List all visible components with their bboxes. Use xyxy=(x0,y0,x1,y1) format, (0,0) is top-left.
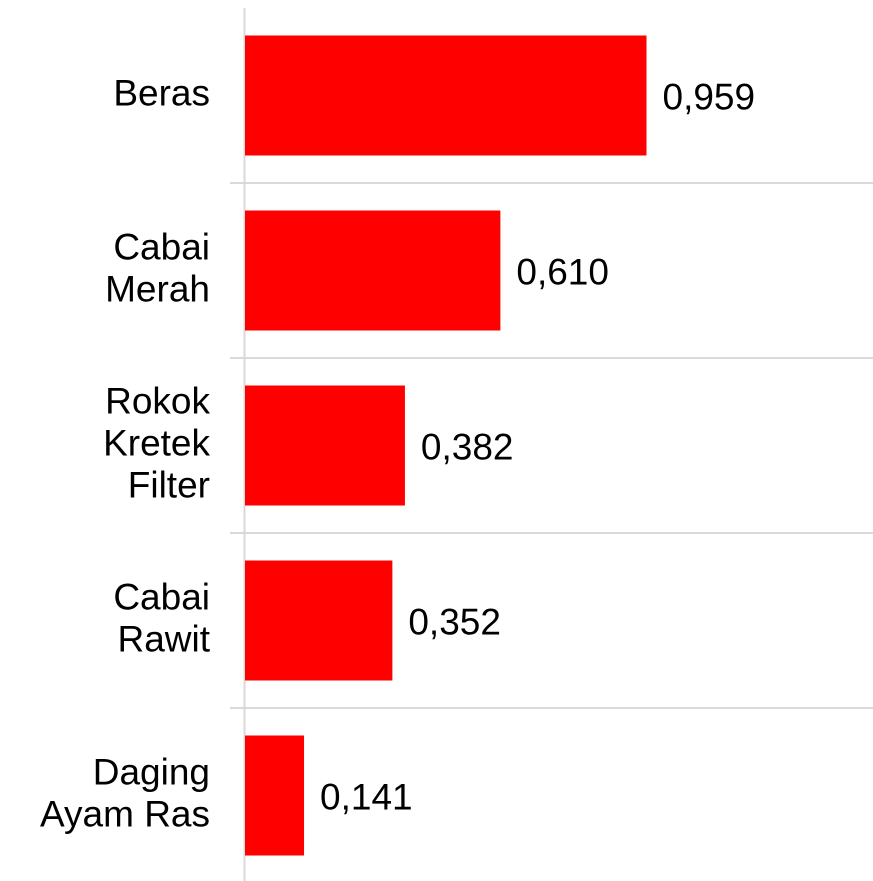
category-label-line: Rawit xyxy=(117,618,210,659)
category-label: Cabai Merah xyxy=(105,226,210,309)
category-label-line: Rokok xyxy=(105,380,210,421)
category-label-line: Beras xyxy=(113,72,210,113)
bar xyxy=(245,35,647,156)
value-label: 0,610 xyxy=(516,251,609,292)
bar xyxy=(245,210,501,331)
category-label-line: Daging xyxy=(93,751,210,792)
category-label-line: Cabai xyxy=(113,226,210,267)
category-label-line: Kretek xyxy=(103,422,210,463)
value-label: 0,959 xyxy=(663,76,756,117)
category-label-line: Merah xyxy=(105,268,210,309)
value-label: 0,352 xyxy=(408,601,501,642)
category-label: Beras xyxy=(113,72,210,113)
category-label-line: Cabai xyxy=(113,576,210,617)
category-label-line: Ayam Ras xyxy=(40,793,210,834)
category-label: Daging Ayam Ras xyxy=(40,751,210,834)
value-label: 0,141 xyxy=(320,776,413,817)
category-label: Cabai Rawit xyxy=(113,576,210,659)
category-label: Rokok Kretek Filter xyxy=(103,380,210,505)
bar xyxy=(245,385,405,506)
category-label-line: Filter xyxy=(128,464,210,505)
value-label: 0,382 xyxy=(421,426,514,467)
bar xyxy=(245,735,305,856)
bar xyxy=(245,560,393,681)
